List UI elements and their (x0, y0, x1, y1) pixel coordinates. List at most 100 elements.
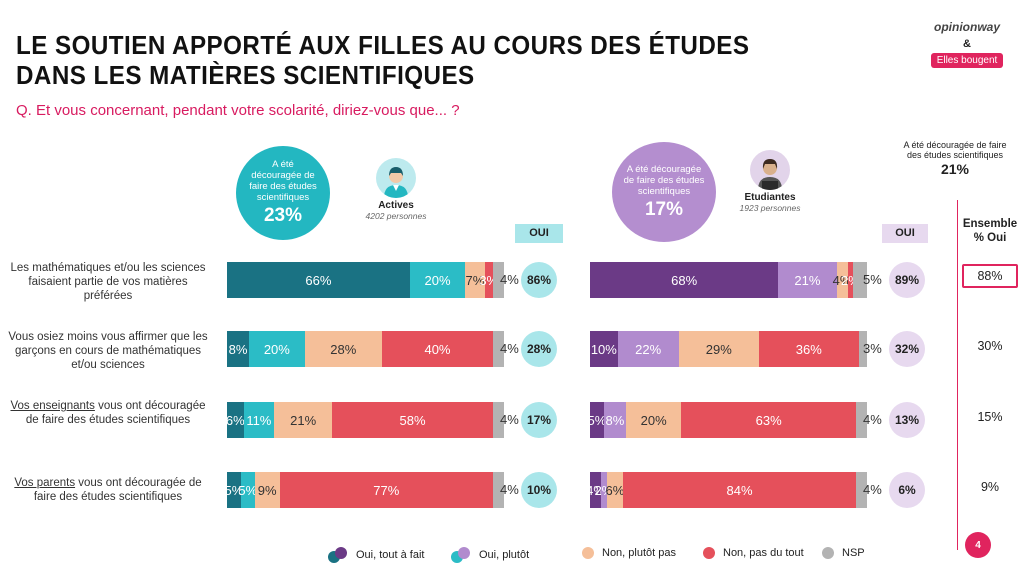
legend-item-tout-a-fait: Oui, tout à fait (328, 547, 424, 563)
brand-ampersand: & (963, 38, 971, 50)
legend-item-plutot: Oui, plutôt (451, 547, 529, 563)
etudiantes-bubble-pct: 17% (644, 198, 684, 220)
actives-nsp-label: 4% (500, 482, 519, 497)
etudiantes-bar-row-1: 10% 22% 29% 36% (590, 331, 867, 367)
row-label-2-text: vous ont découragée de faire des études … (25, 400, 206, 426)
brand-block: opinionway & Elles bougent (922, 20, 1012, 68)
etudiantes-seg-oui-plutot: 22% (617, 331, 679, 367)
legend-label: Oui, tout à fait (356, 549, 425, 561)
actives-seg-oui-tout-a-fait: 6% (226, 402, 245, 438)
ensemble-oui-value: 30% (977, 339, 1003, 353)
row-label-1-text: Vous osiez moins vous affirmer que les g… (8, 331, 208, 371)
row-label-2: Vos enseignants vous ont découragée de f… (8, 399, 208, 427)
actives-seg-oui-plutot: 20% (409, 262, 466, 298)
actives-seg-nsp (492, 402, 504, 438)
actives-seg-non-pas-du-tout: 58% (332, 402, 493, 438)
etudiantes-seg-non-pas-du-tout: 84% (623, 472, 856, 508)
etudiantes-seg-oui-tout-a-fait: 4% (586, 472, 605, 508)
etudiantes-seg-non-plutot-pas: 6% (606, 472, 624, 508)
etudiantes-nsp-label: 5% (863, 272, 882, 287)
etudiantes-seg-non-pas-du-tout: 63% (681, 402, 856, 438)
etudiantes-oui-total: 13% (889, 402, 925, 438)
etudiantes-seg-oui-plutot: 21% (778, 262, 837, 298)
actives-nsp-label: 4% (500, 412, 519, 427)
row-label-0-text: Les mathématiques et/ou les sciences fai… (10, 262, 206, 302)
actives-seg-oui-tout-a-fait: 8% (227, 331, 250, 367)
actives-bar-row-2: 6% 11% 21% 58% (226, 402, 504, 438)
legend-swatch (328, 547, 348, 563)
row-label-2-underline: Vos enseignants (10, 400, 95, 412)
etudiantes-bubble-text: A été découragée de faire des études sci… (623, 163, 705, 197)
page-number: 4 (965, 532, 991, 558)
actives-persona: Actives 4202 personnes (356, 158, 436, 221)
elles-bougent-logo: Elles bougent (930, 53, 1004, 68)
etudiantes-seg-non-plutot-pas: 4% (833, 262, 851, 298)
etudiantes-seg-nsp (858, 331, 867, 367)
etudiantes-bar-row-2: 5% 8% 20% 63% (588, 402, 867, 438)
actives-oui-total: 86% (521, 262, 557, 298)
etudiantes-seg-oui-tout-a-fait: 68% (590, 262, 779, 298)
ensemble-oui-value: 9% (980, 480, 1000, 494)
etudiantes-bar-row-0: 68% 21% 4% 2% (590, 262, 867, 298)
actives-count: 4202 personnes (365, 211, 427, 221)
page-title: LE SOUTIEN APPORTÉ AUX FILLES AU COURS D… (16, 30, 750, 90)
etudiantes-nsp-label: 4% (863, 482, 882, 497)
ensemble-stat: A été découragée de faire des études sci… (895, 140, 1015, 177)
actives-oui-total: 10% (521, 472, 557, 508)
legend-swatch (822, 547, 834, 559)
actives-nsp-label: 4% (500, 341, 519, 356)
actives-seg-oui-plutot: 11% (243, 402, 275, 438)
legend-item-nsp: NSP (822, 547, 865, 559)
actives-bar-row-0: 66% 20% 7% 3% (227, 262, 504, 298)
actives-seg-oui-plutot: 5% (238, 472, 257, 508)
actives-seg-oui-tout-a-fait: 5% (225, 472, 243, 508)
row-label-3-underline: Vos parents (14, 477, 76, 489)
actives-seg-non-plutot-pas: 21% (274, 402, 333, 438)
etudiantes-seg-oui-plutot: 8% (603, 402, 626, 438)
ensemble-stat-text: A été découragée de faire des études sci… (903, 140, 1007, 160)
etudiantes-seg-nsp (855, 402, 867, 438)
ensemble-highlight-box: 88% (962, 264, 1018, 288)
actives-seg-non-pas-du-tout: 40% (382, 331, 493, 367)
opinionway-logo: opinionway (934, 20, 1000, 34)
etudiantes-seg-non-plutot-pas: 29% (678, 331, 759, 367)
etudiantes-bubble: A été découragée de faire des études sci… (612, 142, 716, 242)
row-label-3-text: vous ont découragée de faire des études … (33, 477, 202, 503)
etudiantes-seg-oui-tout-a-fait: 5% (588, 402, 606, 438)
row-label-0: Les mathématiques et/ou les sciences fai… (8, 261, 208, 303)
actives-seg-oui-tout-a-fait: 66% (227, 262, 410, 298)
legend-item-non-pas-du-tout: Non, pas du tout (703, 547, 804, 559)
etudiantes-seg-non-pas-du-tout: 36% (758, 331, 859, 367)
legend-swatch (451, 547, 471, 563)
actives-seg-oui-plutot: 20% (249, 331, 305, 367)
etudiantes-nsp-label: 3% (863, 341, 882, 356)
actives-bubble: A été découragée de faire des études sci… (236, 146, 330, 240)
actives-bar-row-1: 8% 20% 28% 40% (227, 331, 504, 367)
etudiantes-count: 1923 personnes (739, 203, 801, 213)
ensemble-stat-value: 21% (940, 161, 970, 177)
etudiantes-label: Etudiantes (744, 192, 796, 203)
etudiantes-oui-total: 6% (889, 472, 925, 508)
legend-label: Non, pas du tout (723, 547, 804, 559)
woman-worker-icon (376, 158, 416, 198)
etudiantes-nsp-label: 4% (863, 412, 882, 427)
etudiantes-oui-header: OUI (882, 224, 928, 243)
etudiantes-bar-row-3: 4% 2% 6% 84% (586, 472, 867, 508)
legend-label: NSP (842, 547, 865, 559)
ensemble-header: Ensemble % Oui (962, 218, 1018, 244)
actives-seg-non-plutot-pas: 7% (465, 262, 485, 298)
actives-bubble-text: A été découragée de faire des études sci… (249, 159, 317, 203)
etudiantes-persona: Etudiantes 1923 personnes (728, 150, 812, 213)
actives-seg-nsp (492, 331, 504, 367)
actives-bar-row-3: 5% 5% 9% 77% (225, 472, 504, 508)
row-label-1: Vous osiez moins vous affirmer que les g… (8, 330, 208, 372)
actives-seg-nsp (492, 472, 504, 508)
actives-oui-total: 28% (521, 331, 557, 367)
legend-swatch (582, 547, 594, 559)
student-icon (750, 150, 790, 190)
legend-item-non-plutot-pas: Non, plutôt pas (582, 547, 676, 559)
ensemble-divider (957, 200, 958, 550)
actives-bubble-pct: 23% (263, 205, 303, 226)
actives-seg-non-pas-du-tout: 77% (279, 472, 493, 508)
etudiantes-seg-non-plutot-pas: 20% (626, 402, 682, 438)
